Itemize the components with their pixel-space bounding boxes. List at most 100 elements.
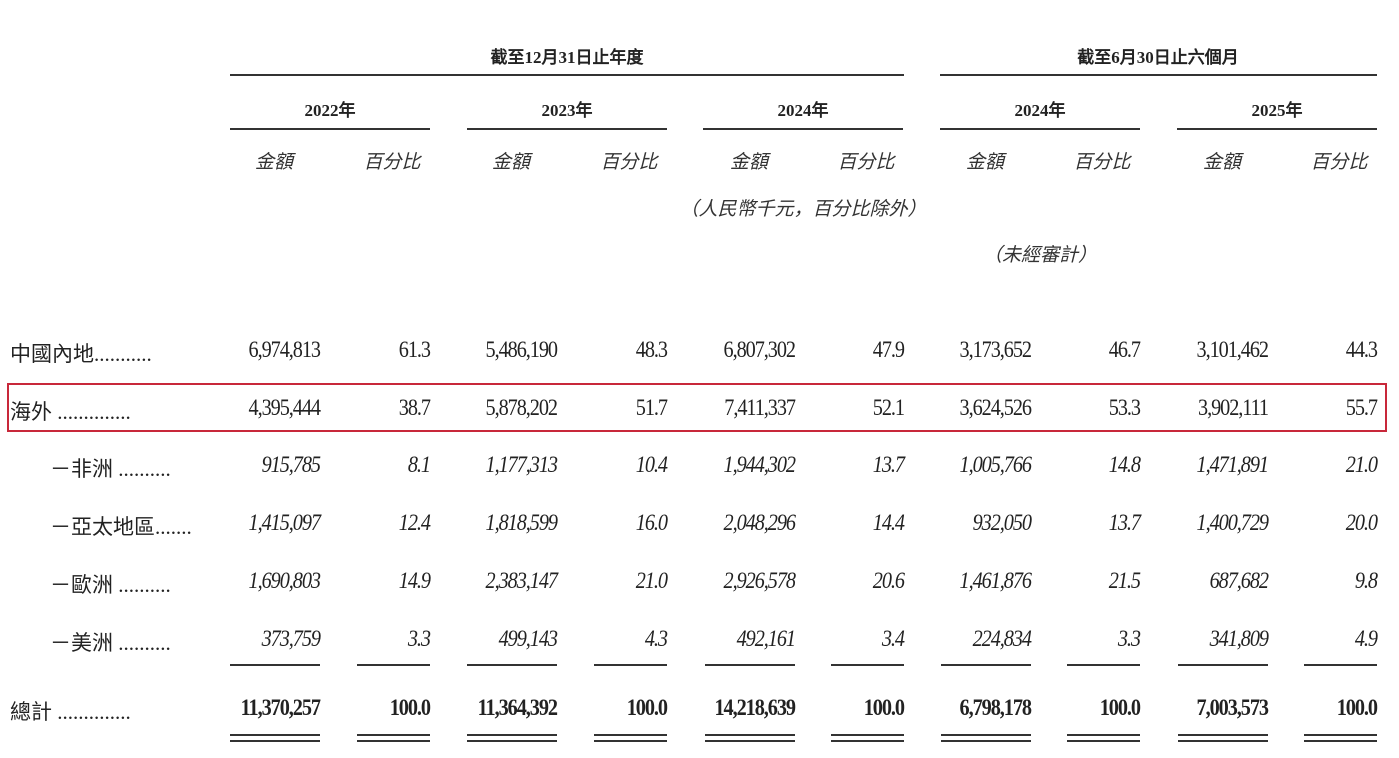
- total-double-rule: [1304, 740, 1377, 742]
- row-label: －歐洲 ..........: [50, 569, 171, 599]
- amount-cell: 1,177,313: [485, 452, 559, 477]
- amount-cell: 373,759: [261, 626, 321, 651]
- total-double-rule: [1304, 734, 1377, 736]
- percent-column-header: 百分比: [600, 152, 658, 173]
- total-double-rule: [1067, 734, 1140, 736]
- row-label-text: －非洲: [50, 457, 113, 481]
- percent-cell: 100.0: [863, 695, 905, 720]
- period-underline: [230, 128, 430, 130]
- group-underline: [940, 74, 1377, 76]
- subtotal-rule: [357, 664, 430, 666]
- period-header: 2024年: [777, 101, 829, 120]
- subtotal-rule: [1304, 664, 1377, 666]
- unaudited-note: （未經審計）: [982, 245, 1098, 266]
- amount-cell: 11,364,392: [477, 695, 558, 720]
- amount-cell: 6,974,813: [248, 337, 322, 362]
- amount-cell: 5,486,190: [485, 337, 559, 362]
- amount-cell: 14,218,639: [714, 695, 796, 720]
- percent-cell: 46.7: [1108, 337, 1141, 362]
- amount-cell: 7,411,337: [724, 395, 796, 420]
- subtotal-rule: [831, 664, 904, 666]
- unit-note: （人民幣千元，百分比除外）: [679, 199, 927, 220]
- period-underline: [1177, 128, 1377, 130]
- percent-cell: 51.7: [635, 395, 668, 420]
- percent-cell: 100.0: [1099, 695, 1141, 720]
- total-double-rule: [941, 740, 1031, 742]
- percent-cell: 12.4: [398, 510, 431, 535]
- highlight-box-overseas: [7, 383, 1387, 432]
- percent-cell: 100.0: [1336, 695, 1378, 720]
- amount-cell: 687,682: [1209, 568, 1269, 593]
- percent-column-header: 百分比: [363, 152, 421, 173]
- amount-cell: 1,471,891: [1196, 452, 1270, 477]
- amount-cell: 1,461,876: [959, 568, 1033, 593]
- row-label-text: －歐洲: [50, 573, 113, 597]
- percent-cell: 61.3: [398, 337, 431, 362]
- amount-cell: 3,173,652: [959, 337, 1033, 362]
- amount-cell: 1,005,766: [959, 452, 1033, 477]
- percent-cell: 14.8: [1108, 452, 1141, 477]
- percent-cell: 53.3: [1108, 395, 1141, 420]
- amount-cell: 5,878,202: [485, 395, 559, 420]
- percent-cell: 10.4: [635, 452, 668, 477]
- total-double-rule: [230, 740, 320, 742]
- row-label-text: －美洲: [50, 631, 113, 655]
- subtotal-rule: [594, 664, 667, 666]
- percent-cell: 9.8: [1354, 568, 1378, 593]
- percent-cell: 55.7: [1345, 395, 1378, 420]
- row-label: －非洲 ..........: [50, 453, 171, 483]
- period-underline: [703, 128, 903, 130]
- period-underline: [467, 128, 667, 130]
- amount-column-header: 金額: [965, 152, 1005, 173]
- amount-cell: 492,161: [736, 626, 796, 651]
- amount-column-header: 金額: [491, 152, 531, 173]
- subtotal-rule: [230, 664, 320, 666]
- amount-cell: 3,101,462: [1196, 337, 1270, 362]
- amount-cell: 1,944,302: [723, 452, 797, 477]
- percent-cell: 21.0: [635, 568, 668, 593]
- amount-cell: 932,050: [972, 510, 1032, 535]
- total-double-rule: [357, 740, 430, 742]
- amount-cell: 7,003,573: [1196, 695, 1270, 720]
- period-header: 2025年: [1251, 101, 1303, 120]
- leader-dots: ..............: [52, 700, 131, 724]
- percent-cell: 4.3: [644, 626, 668, 651]
- row-label-text: 中國內地: [10, 342, 94, 366]
- percent-cell: 47.9: [872, 337, 905, 362]
- total-double-rule: [705, 734, 795, 736]
- amount-column-header: 金額: [254, 152, 294, 173]
- total-double-rule: [831, 740, 904, 742]
- leader-dots: ..........: [113, 573, 171, 597]
- leader-dots: ..........: [113, 457, 171, 481]
- amount-cell: 11,370,257: [240, 695, 321, 720]
- row-label-text: 總計: [10, 700, 52, 724]
- percent-cell: 20.0: [1345, 510, 1378, 535]
- amount-cell: 1,818,599: [485, 510, 559, 535]
- percent-cell: 48.3: [635, 337, 668, 362]
- percent-cell: 8.1: [407, 452, 431, 477]
- row-label: 海外 ..............: [10, 396, 131, 426]
- row-label: 中國內地...........: [10, 338, 152, 368]
- percent-cell: 16.0: [635, 510, 668, 535]
- amount-cell: 1,690,803: [248, 568, 322, 593]
- percent-cell: 100.0: [626, 695, 668, 720]
- row-label: 總計 ..............: [10, 696, 131, 726]
- percent-cell: 3.3: [407, 626, 431, 651]
- amount-column-header: 金額: [1202, 152, 1242, 173]
- subtotal-rule: [941, 664, 1031, 666]
- percent-cell: 13.7: [1108, 510, 1141, 535]
- amount-cell: 4,395,444: [248, 395, 322, 420]
- period-header: 2023年: [541, 101, 593, 120]
- amount-cell: 499,143: [498, 626, 558, 651]
- amount-cell: 2,383,147: [485, 568, 559, 593]
- subtotal-rule: [1178, 664, 1268, 666]
- percent-column-header: 百分比: [837, 152, 895, 173]
- percent-cell: 100.0: [389, 695, 431, 720]
- percent-cell: 14.9: [398, 568, 431, 593]
- row-label-text: －亞太地區: [50, 515, 155, 539]
- percent-cell: 4.9: [1354, 626, 1378, 651]
- amount-cell: 1,400,729: [1196, 510, 1270, 535]
- percent-column-header: 百分比: [1073, 152, 1131, 173]
- subtotal-rule: [1067, 664, 1140, 666]
- leader-dots: ..............: [52, 400, 131, 424]
